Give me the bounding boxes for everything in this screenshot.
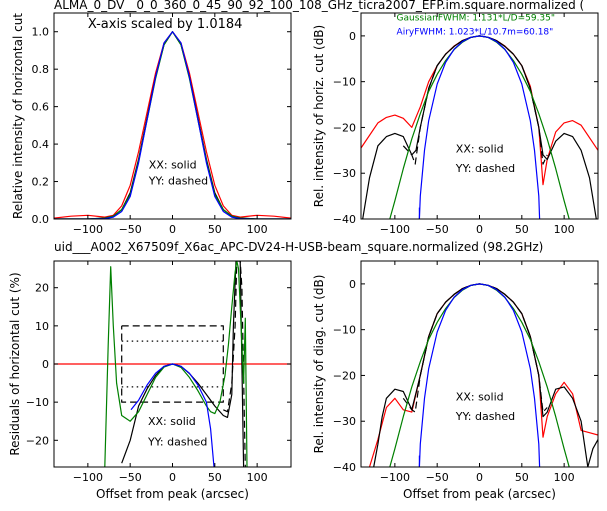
top-title: ALMA_0_DV__0_0_360_0_45_90_92_100_108_GH… xyxy=(54,0,584,12)
y-tick-label: 0.0 xyxy=(32,213,50,226)
series-line xyxy=(54,31,291,219)
y-tick-label: 0.4 xyxy=(32,138,50,151)
x-tick-label: −100 xyxy=(380,223,410,236)
series-line xyxy=(104,261,248,467)
series-line xyxy=(389,35,570,219)
series-line xyxy=(130,363,215,467)
panel-horizontal-cut-db: −100 −50 0 50 100−40−30−20−100GaussianFWHM: … xyxy=(312,12,599,236)
x-tick-label: 50 xyxy=(208,471,222,484)
x-tick-label: −100 xyxy=(380,471,410,484)
x-tick-label: 100 xyxy=(554,223,575,236)
y-tick-label: −20 xyxy=(26,434,49,447)
annotation-text: YY: dashed xyxy=(147,435,207,448)
y-axis-label: Rel. intensity of diag. cut (dB) xyxy=(312,275,326,454)
annotation-text: YY: dashed xyxy=(148,174,208,187)
y-tick-label: −10 xyxy=(333,76,356,89)
x-tick-label: 0 xyxy=(169,471,176,484)
x-tick-label: −50 xyxy=(426,471,449,484)
annotation-text: XX: solid xyxy=(456,143,504,156)
series-line xyxy=(223,261,246,467)
x-tick-label: 100 xyxy=(247,223,268,236)
y-tick-label: 0.8 xyxy=(32,63,50,76)
y-tick-label: 0 xyxy=(349,278,356,291)
x-tick-label: 0 xyxy=(169,223,176,236)
annotation-text: YY: dashed xyxy=(455,410,515,423)
series-line xyxy=(121,261,245,467)
y-tick-label: 0.2 xyxy=(32,176,50,189)
x-tick-label: −50 xyxy=(119,471,142,484)
x-tick-label: 50 xyxy=(208,223,222,236)
x-tick-label: −100 xyxy=(73,471,103,484)
x-tick-label: 100 xyxy=(247,471,268,484)
axes-frame xyxy=(53,12,292,220)
y-tick-label: 0.6 xyxy=(32,101,50,114)
y-tick-label: 0 xyxy=(42,358,49,371)
series-line xyxy=(368,283,598,467)
annotation-text: X-axis scaled by 1.0184 xyxy=(88,17,243,32)
annotation-text: XX: solid xyxy=(149,158,197,171)
x-tick-label: 0 xyxy=(476,471,483,484)
series-line xyxy=(389,283,570,467)
y-tick-label: 0 xyxy=(349,30,356,43)
annotation-text: AiryFWHM: 1.023*L/10.7m=60.18" xyxy=(397,28,554,38)
annotation-text: YY: dashed xyxy=(455,162,515,175)
panel-horizontal-cut-linear: −100 −50 0 50 100 0.0 0.2 0.4 0.6 0.8 1.0 X-axis sc… xyxy=(11,12,292,236)
y-tick-label: 20 xyxy=(35,282,49,295)
x-axis-label: Offset from peak (arcsec) xyxy=(96,487,249,501)
y-tick-label: −40 xyxy=(333,213,356,226)
y-axis-label: Relative intensity of horizontal cut xyxy=(11,13,25,219)
series-line xyxy=(373,283,598,467)
y-tick-label: −20 xyxy=(333,369,356,382)
series-line xyxy=(54,31,291,219)
x-tick-label: 100 xyxy=(554,471,575,484)
x-tick-label: 50 xyxy=(515,471,529,484)
y-tick-label: 1.0 xyxy=(32,26,50,39)
annotation-text: XX: solid xyxy=(456,391,504,404)
y-tick-label: −30 xyxy=(333,415,356,428)
series-line xyxy=(54,31,291,219)
series-line xyxy=(54,31,291,219)
y-tick-label: −10 xyxy=(333,324,356,337)
y-tick-label: −10 xyxy=(26,396,49,409)
x-tick-label: −50 xyxy=(119,223,142,236)
x-tick-label: −100 xyxy=(73,223,103,236)
y-tick-label: −30 xyxy=(333,167,356,180)
x-axis-label: Offset from peak (arcsec) xyxy=(403,487,556,501)
annotation-text: GaussianFWHM: 1.131*L/D=59.35" xyxy=(397,13,555,23)
axes-frame xyxy=(360,260,599,468)
x-tick-label: 0 xyxy=(476,223,483,236)
series-line xyxy=(418,283,541,467)
x-tick-label: −50 xyxy=(426,223,449,236)
middle-title: uid___A002_X67509f_X6ac_APC-DV24-H-USB-b… xyxy=(54,240,543,254)
y-tick-label: −20 xyxy=(333,121,356,134)
x-tick-label: 50 xyxy=(515,223,529,236)
y-axis-label: Residuals of horizontal cut (%) xyxy=(8,272,22,455)
y-axis-label: Rel. intensity of horiz. cut (dB) xyxy=(312,25,326,207)
series-line xyxy=(121,325,224,403)
annotation-text: XX: solid xyxy=(148,415,196,428)
series-line xyxy=(418,35,541,219)
y-tick-label: −40 xyxy=(333,461,356,474)
y-tick-label: 10 xyxy=(35,320,49,333)
